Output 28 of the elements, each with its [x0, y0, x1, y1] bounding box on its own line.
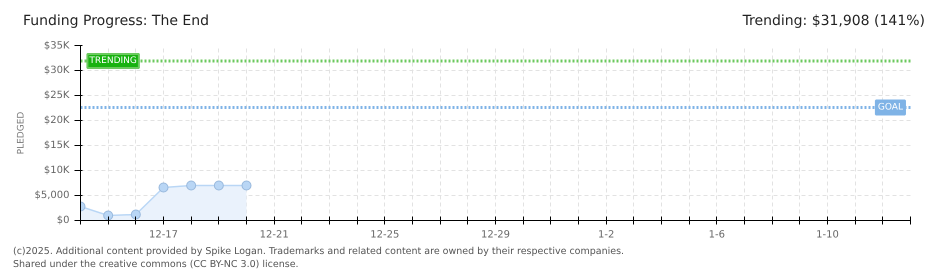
y-tick-label: $0	[56, 215, 70, 226]
y-tick-label: $35K	[44, 40, 70, 52]
y-axis-title: PLEDGED	[16, 112, 27, 154]
x-tick-label: 1-6	[708, 230, 726, 240]
y-tick-label: $15K	[44, 140, 70, 151]
point	[214, 180, 224, 190]
x-tick-label: 12-25	[370, 230, 400, 240]
ref-line-label: TRENDING	[88, 56, 137, 66]
text: Shared under the creative commons (CC BY-NC 3.0) license.	[13, 259, 299, 270]
point	[130, 210, 141, 220]
y-tick-label: $10K	[44, 165, 70, 176]
x-tick-label: 1-10	[816, 230, 839, 240]
x-tick-label: 12-17	[148, 230, 178, 240]
y-tick-label: $25K	[44, 90, 70, 101]
point	[242, 180, 252, 190]
point	[103, 210, 114, 220]
y-tick-label: $5,000	[34, 190, 70, 201]
x-tick-label: 1-2	[598, 230, 614, 240]
text: (c)2025. Additional content provided by Spike Logan. Trademarks and related content are owned by their respective companies.	[13, 246, 624, 257]
y-tick-label: $20K	[44, 115, 70, 126]
chart-title: Funding Progress: The End	[23, 12, 210, 31]
x-tick-label: 12-29	[480, 230, 510, 240]
point	[158, 182, 168, 192]
point	[186, 180, 196, 190]
x-tick-label: 12-21	[260, 230, 289, 240]
ref-line-label: GOAL	[878, 102, 903, 112]
chart-subtitle: Trending: $31,908 (141%)	[742, 12, 925, 31]
y-tick-label: $30K	[44, 65, 70, 76]
